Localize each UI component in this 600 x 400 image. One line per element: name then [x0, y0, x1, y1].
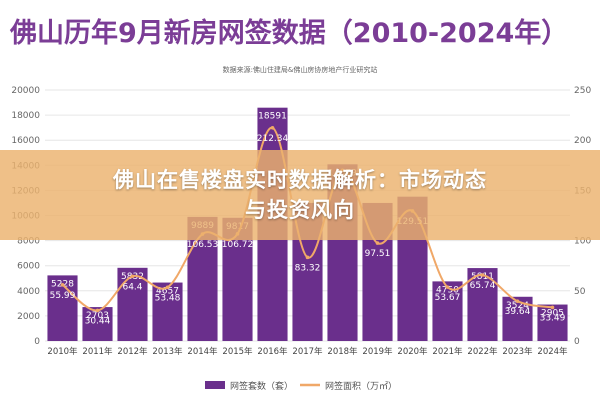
- bar: [152, 282, 183, 341]
- bar-value-label: 3524: [506, 301, 529, 311]
- line-point: [95, 308, 100, 313]
- line-value-label: 53.67: [435, 293, 461, 303]
- legend: 网签套数（套） 网签面积（万㎡）: [205, 380, 397, 392]
- left-tick-label: 20000: [11, 86, 40, 96]
- right-tick-label: 100: [574, 237, 591, 247]
- bar: [432, 281, 463, 341]
- bar-value-label: 5811: [471, 272, 494, 282]
- line-point: [480, 273, 485, 277]
- bar-value-label: 2905: [541, 309, 564, 319]
- left-tick-label: 4000: [17, 287, 40, 297]
- line-value-label: 30.44: [85, 316, 111, 326]
- bar-value-label: 18591: [258, 112, 287, 122]
- x-tick-label: 2022年: [467, 346, 498, 357]
- banner-headline-line2: 与投资风向: [245, 198, 355, 222]
- legend-line-label: 网签面积（万㎡）: [325, 380, 397, 392]
- x-tick-label: 2020年: [397, 346, 428, 357]
- legend-bar-swatch: [205, 381, 225, 389]
- line-value-label: 55.99: [50, 291, 76, 301]
- overlay-banner: 佛山在售楼盘实时数据解析：市场动态 与投资风向: [0, 150, 600, 240]
- chart-title: 佛山历年9月新房网签数据（2010-2024年）: [9, 17, 568, 49]
- line-point: [375, 241, 380, 245]
- x-tick-label: 2024年: [537, 346, 568, 357]
- bar-value-label: 4750: [436, 285, 459, 295]
- line-point: [515, 299, 520, 304]
- bar-value-label: 2703: [86, 311, 109, 321]
- line-point: [60, 282, 65, 287]
- left-tick-label: 16000: [11, 136, 40, 146]
- line-value-label: 106.72: [222, 240, 254, 250]
- x-tick-label: 2021年: [432, 346, 463, 357]
- area-series-line: [61, 126, 553, 312]
- bar-series: [47, 107, 568, 341]
- x-tick-label: 2018年: [327, 346, 358, 357]
- x-tick-label: 2011年: [82, 346, 113, 357]
- line-value-label: 97.51: [365, 249, 391, 259]
- left-tick-label: 18000: [11, 111, 40, 121]
- x-tick-label: 2015年: [222, 346, 253, 357]
- line-value-label: 39.64: [505, 307, 531, 317]
- line-value-label: 53.48: [155, 293, 181, 303]
- x-tick-label: 2010年: [47, 346, 78, 357]
- line-point: [550, 305, 555, 310]
- bar-value-label: 4657: [156, 287, 179, 297]
- line-value-label: 33.49: [540, 313, 566, 323]
- x-tick-label: 2023年: [502, 346, 533, 357]
- line-value-label: 106.53: [187, 240, 219, 250]
- right-tick-label: 50: [574, 287, 586, 297]
- line-value-label: 65.74: [470, 281, 496, 291]
- x-axis: 2010年 2011年 2012年 2013年 2014年 2015年 2016年 2017年…: [47, 346, 568, 357]
- x-tick-label: 2014年: [187, 346, 218, 357]
- left-tick-label: 2000: [17, 312, 40, 322]
- line-point: [165, 285, 170, 290]
- x-tick-label: 2013年: [152, 346, 183, 357]
- x-tick-label: 2017年: [292, 346, 323, 357]
- banner-headline-line1: 佛山在售楼盘实时数据解析：市场动态: [113, 168, 487, 192]
- bar: [117, 267, 148, 341]
- line-point: [270, 126, 275, 130]
- legend-bar-label: 网签套数（套）: [230, 380, 293, 392]
- line-value-label: 64.4: [122, 282, 142, 292]
- x-tick-label: 2016年: [257, 346, 288, 357]
- left-tick-label: 6000: [17, 262, 40, 272]
- line-point: [130, 274, 135, 279]
- left-tick-label: 8000: [17, 237, 40, 247]
- x-tick-label: 2019年: [362, 346, 393, 357]
- bar: [82, 307, 113, 341]
- line-value-label: 212.34: [257, 134, 289, 144]
- bar: [537, 304, 568, 341]
- x-tick-label: 2012年: [117, 346, 148, 357]
- line-value-label: 83.32: [295, 263, 321, 273]
- left-tick-label: 0: [34, 337, 40, 347]
- line-point: [445, 285, 450, 289]
- chart-subtitle: 数据来源:佛山住建局&佛山房协房地产行业研究站: [223, 65, 378, 74]
- line-point: [305, 255, 310, 260]
- right-tick-label: 200: [574, 136, 591, 146]
- right-tick-label: 0: [574, 337, 580, 347]
- right-tick-label: 250: [574, 86, 591, 96]
